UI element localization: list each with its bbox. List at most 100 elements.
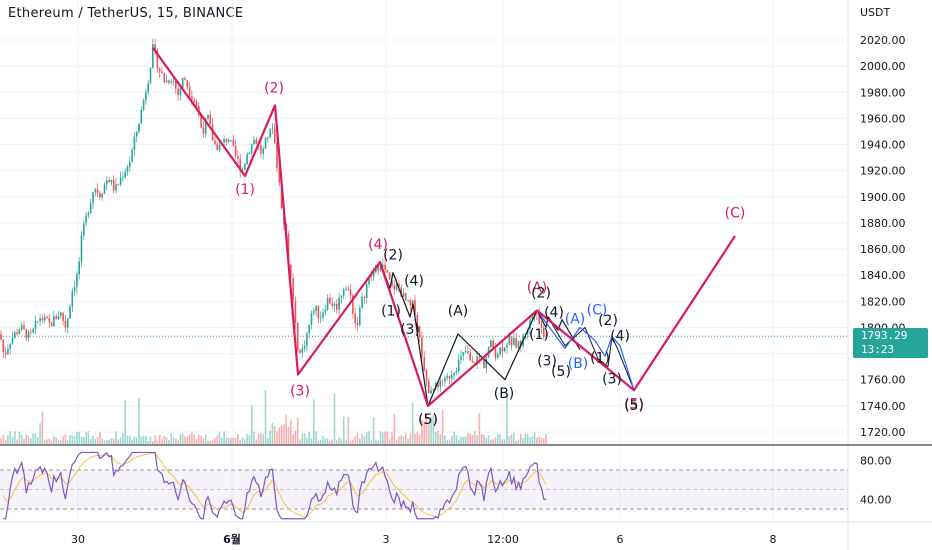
volume-bar <box>69 434 71 444</box>
candle-body <box>377 265 379 271</box>
candle-body <box>158 68 161 72</box>
volume-bar <box>23 438 25 444</box>
current-price-value: 1793.29 <box>861 329 908 343</box>
volume-bar <box>106 439 108 444</box>
wave-label: (4) <box>544 305 564 321</box>
volume-bar <box>278 427 281 444</box>
volume-bar <box>117 439 120 444</box>
volume-bar <box>372 417 375 444</box>
candle-body <box>301 348 304 353</box>
candle-body <box>460 355 462 360</box>
volume-bar <box>313 399 315 444</box>
volume-bar <box>76 432 78 444</box>
volume-bar <box>253 431 255 444</box>
volume-bar <box>508 436 511 444</box>
wave-correction-path <box>536 310 635 391</box>
volume-bar <box>414 433 416 444</box>
candle-body <box>110 179 113 183</box>
candle-body <box>501 347 504 352</box>
candle-body <box>147 83 149 93</box>
candle-body <box>434 382 437 389</box>
candle-body <box>347 289 350 290</box>
candle-body <box>34 321 37 329</box>
volume-bar <box>209 440 212 444</box>
volume-bar <box>193 434 195 444</box>
candle-body <box>409 300 412 306</box>
volume-bar <box>20 434 23 444</box>
volume-bar <box>301 433 304 444</box>
wave-label: (2) <box>264 80 284 96</box>
volume-bar <box>451 436 453 444</box>
volume-bar <box>71 435 74 444</box>
candle-body <box>177 88 179 96</box>
candle-body <box>43 316 46 321</box>
volume-bar <box>39 423 41 444</box>
volume-bar <box>437 430 439 444</box>
volume-bar <box>239 439 241 444</box>
volume-bar <box>409 432 412 444</box>
volume-bar <box>200 435 202 444</box>
volume-bar <box>531 436 534 444</box>
candle-body <box>363 297 366 299</box>
wave-sub-path <box>379 261 581 407</box>
volume-bar <box>57 439 60 444</box>
price-tick-label: 1920.00 <box>860 165 906 178</box>
volume-bar <box>246 434 248 444</box>
candle-body <box>175 80 177 89</box>
volume-bar <box>393 414 396 444</box>
volume-bar <box>329 440 331 444</box>
volume-bar <box>53 436 55 444</box>
candle-body <box>46 316 48 319</box>
candle-body <box>188 87 191 97</box>
volume-bar <box>92 435 94 444</box>
volume-bar <box>324 438 327 444</box>
candle-body <box>267 137 269 139</box>
time-tick-label: 30 <box>71 533 85 546</box>
volume-bar <box>4 440 7 444</box>
volume-bar <box>359 438 361 444</box>
candle-body <box>508 336 511 345</box>
volume-bar <box>126 435 129 444</box>
volume-bar <box>398 436 400 444</box>
candle-body <box>41 318 44 321</box>
volume-bar <box>421 419 423 444</box>
volume-bar <box>540 437 543 444</box>
candle-body <box>230 139 232 141</box>
candle-body <box>478 356 481 358</box>
wave-label: (4) <box>368 237 388 253</box>
volume-bar <box>244 439 246 444</box>
volume-bar <box>299 439 301 444</box>
candle-body <box>418 326 421 337</box>
candle-body <box>204 118 207 134</box>
candle-body <box>165 80 168 83</box>
candle-body <box>469 353 471 361</box>
volume-bar <box>543 438 545 444</box>
candle-body <box>80 235 83 262</box>
volume-bar <box>99 432 101 444</box>
volume-bar <box>333 393 336 444</box>
volume-bar <box>195 439 198 444</box>
candle-body <box>149 67 152 84</box>
candle-body <box>432 388 435 391</box>
volume-bar <box>411 403 414 444</box>
current-price-badge: 1793.29 13:23 <box>853 328 928 359</box>
candle-body <box>99 193 101 198</box>
volume-bar <box>287 426 290 444</box>
price-tick-label: 1840.00 <box>860 269 906 282</box>
volume-bar <box>478 412 481 444</box>
volume-bar <box>524 433 527 444</box>
candle-body <box>225 139 228 142</box>
wave-label: (C) <box>725 206 746 222</box>
volume-bar <box>457 439 460 444</box>
candle-body <box>253 139 255 145</box>
volume-bar <box>476 435 478 444</box>
candle-body <box>490 340 492 348</box>
volume-bar <box>133 436 136 444</box>
candle-body <box>184 78 186 81</box>
volume-bar <box>517 439 520 444</box>
volume-bar <box>142 435 145 444</box>
volume-bar <box>16 439 18 444</box>
candle-body <box>154 44 156 51</box>
volume-bar <box>138 398 140 444</box>
